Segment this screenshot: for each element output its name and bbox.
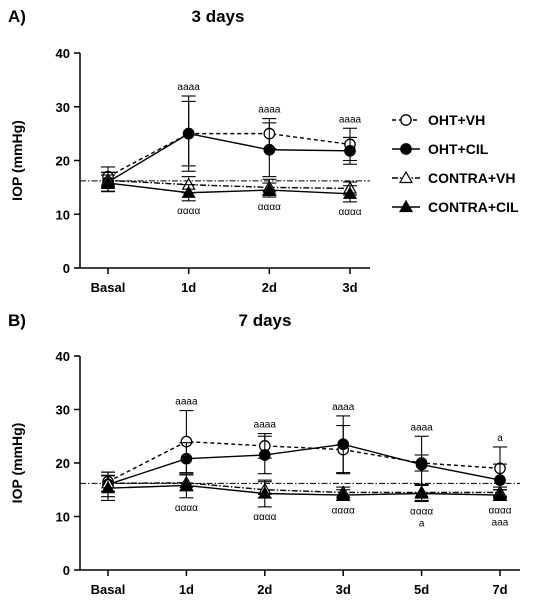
significance-label-below-2: a	[419, 519, 425, 530]
x-tick-label: 3d	[342, 280, 357, 295]
significance-label-above: aaaa	[332, 402, 355, 413]
series-oht-vh	[101, 100, 357, 187]
data-point	[342, 186, 358, 199]
legend-label: OHT+CIL	[428, 141, 489, 157]
panel-label: B)	[8, 311, 26, 330]
x-tick-label: 7d	[492, 582, 507, 597]
significance-label-above: aaaa	[410, 422, 433, 433]
legend-label: CONTRA+VH	[428, 170, 516, 186]
legend-item: OHT+CIL	[392, 141, 489, 157]
series-oht-cil	[101, 415, 507, 498]
significance-label-below: αααα	[488, 505, 511, 516]
legend-label: CONTRA+CIL	[428, 199, 519, 215]
significance-label-above: aaaa	[175, 397, 198, 408]
significance-label-below: αααα	[338, 207, 361, 218]
series-oht-vh	[101, 410, 507, 492]
x-tick-label: 1d	[181, 280, 196, 295]
significance-label-above: aaaa	[258, 105, 281, 116]
y-tick-label: 40	[56, 46, 70, 61]
y-tick-label: 20	[56, 154, 70, 169]
series-line	[107, 182, 351, 195]
data-point	[415, 458, 428, 471]
legend-marker	[398, 170, 414, 184]
series-line	[107, 132, 351, 183]
significance-label-below: αααα	[253, 512, 276, 523]
series-line	[107, 443, 501, 486]
series-contra-vh	[100, 474, 508, 502]
y-tick-label: 40	[56, 349, 70, 364]
y-tick-label: 0	[63, 563, 70, 578]
data-point	[100, 480, 116, 494]
x-tick-label: 1d	[179, 582, 194, 597]
data-point	[182, 127, 195, 140]
data-point	[181, 185, 196, 198]
data-point	[180, 452, 193, 465]
x-tick-label: 3d	[336, 582, 351, 597]
chart-title: 7 days	[239, 311, 292, 330]
significance-label-below: αααα	[258, 202, 281, 213]
data-point	[492, 487, 508, 501]
y-tick-label: 10	[56, 510, 70, 525]
legend-marker	[400, 114, 412, 126]
y-tick-label: 30	[56, 100, 70, 115]
legend-item: OHT+VH	[392, 112, 485, 128]
series-line	[107, 482, 500, 494]
x-tick-label: 2d	[262, 280, 277, 295]
legend: OHT+VH OHT+CIL CONTRA+VH CONTRA+CIL	[392, 112, 519, 215]
chart-panel-b: B) 7 days 0 10 20 30 40 IOP (mmHg) Basal 1d 2d 3d 5d…	[8, 311, 520, 597]
significance-label-above: aaaa	[254, 420, 277, 431]
series-contra-cil	[100, 472, 508, 508]
legend-item: CONTRA+VH	[392, 170, 516, 186]
data-point	[344, 144, 356, 157]
series-line	[107, 132, 351, 178]
data-point	[258, 449, 271, 461]
data-point	[263, 143, 276, 156]
panel-label: A)	[8, 7, 26, 26]
x-tick-label: Basal	[91, 582, 126, 597]
y-tick-label: 10	[56, 207, 70, 222]
significance-label-below-2: aaa	[492, 517, 509, 528]
significance-label-below: αααα	[177, 206, 200, 217]
data-point	[262, 182, 277, 196]
data-point	[337, 438, 350, 451]
significance-label-above: aaaa	[178, 82, 201, 93]
y-axis-title: IOP (mmHg)	[9, 120, 25, 201]
series-oht-cil	[101, 95, 357, 193]
series-contra-cil	[100, 174, 358, 203]
chart-panel-a: A) 3 days 0 10 20 30 40 IOP (mmHg) Basal 1d 2d 3d aa…	[8, 7, 370, 295]
y-tick-label: 30	[56, 403, 70, 418]
x-tick-label: Basal	[91, 280, 126, 295]
chart-title: 3 days	[192, 7, 245, 26]
significance-label-below: αααα	[332, 505, 355, 516]
data-point	[100, 175, 116, 189]
y-tick-label: 20	[56, 456, 70, 471]
x-tick-label: 2d	[257, 582, 272, 597]
legend-marker	[398, 199, 414, 213]
series-line	[107, 179, 351, 190]
legend-item: CONTRA+CIL	[392, 199, 519, 215]
y-tick-label: 0	[63, 261, 70, 276]
significance-label-below: αααα	[175, 503, 198, 514]
legend-label: OHT+VH	[428, 112, 485, 128]
significance-label-above: aaaa	[339, 114, 362, 125]
significance-label-above: a	[497, 433, 503, 444]
data-point	[257, 486, 272, 499]
data-point	[414, 486, 429, 499]
data-point	[336, 487, 351, 501]
significance-label-below: αααα	[410, 507, 433, 518]
x-tick-label: 5d	[414, 582, 429, 597]
data-point	[494, 474, 506, 486]
legend-marker	[400, 143, 412, 155]
series-line	[107, 440, 501, 483]
series-line	[107, 484, 501, 496]
data-point	[179, 478, 194, 491]
y-axis-title: IOP (mmHg)	[9, 423, 25, 504]
